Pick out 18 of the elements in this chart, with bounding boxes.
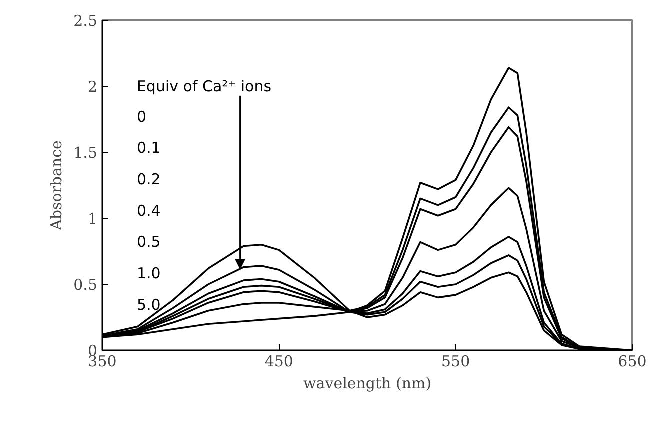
- annotation: 0.5: [136, 233, 161, 252]
- annotation: 0.4: [136, 202, 161, 220]
- x-axis-title: wavelength (nm): [303, 374, 432, 392]
- annotation: Equiv of Ca²⁺ ions: [136, 78, 272, 96]
- y-tick-label: 0.5: [74, 276, 98, 294]
- y-tick-label: 2.5: [74, 12, 98, 30]
- annotation: 0: [136, 108, 146, 126]
- annotation: 0.2: [136, 170, 161, 188]
- annotation: 5.0: [136, 296, 161, 314]
- x-tick-label: 550: [442, 352, 470, 370]
- x-tick-label: 450: [264, 352, 294, 370]
- y-tick-label: 2: [88, 78, 98, 96]
- x-tick-label: 650: [618, 352, 647, 370]
- y-tick-label: 1: [88, 210, 98, 228]
- annotation: 1.0: [136, 264, 161, 283]
- annotation: 0.1: [136, 139, 161, 158]
- y-axis-title: Absorbance: [48, 140, 66, 232]
- y-tick-label: 1.5: [74, 144, 98, 162]
